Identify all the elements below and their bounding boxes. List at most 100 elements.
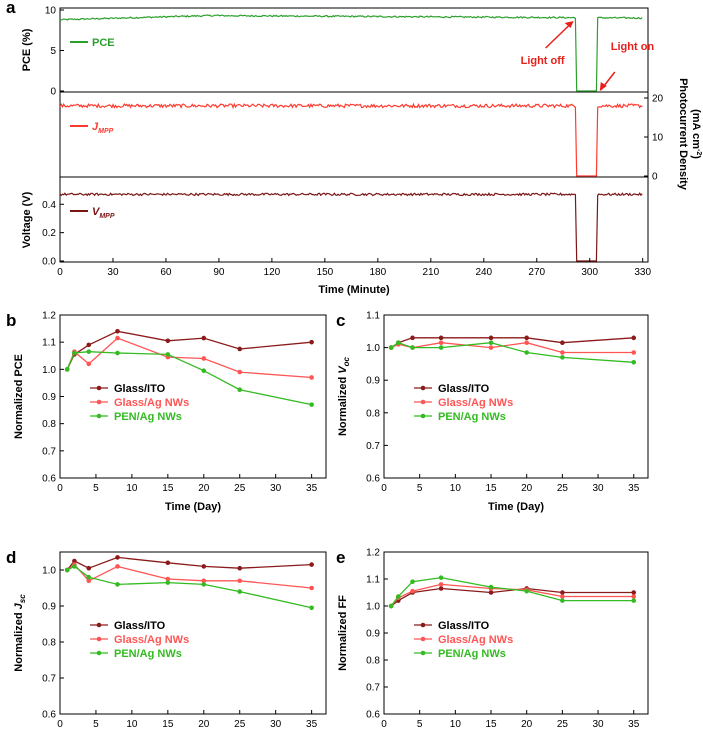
data-point-glass-ag-nws <box>410 588 415 594</box>
data-point-pen-ag-nws <box>165 580 171 585</box>
data-point-pen-ag-nws <box>237 589 243 594</box>
data-point-glass-ito <box>72 558 77 564</box>
panel-e: 051015202530350.60.70.80.91.01.11.2Time … <box>336 548 649 729</box>
y-tick-label: 0.7 <box>42 446 56 457</box>
arrow-light-off <box>545 21 574 49</box>
y-tick-label: 10 <box>45 6 57 17</box>
data-point-glass-ag-nws <box>115 564 120 569</box>
x-tick-label: 25 <box>234 719 246 729</box>
x-tick-label: 30 <box>592 719 604 729</box>
annotation-light-on: Light on <box>611 41 655 53</box>
legend-j-mpp: JMPP <box>92 121 114 135</box>
y-tick-label: 1.1 <box>366 311 380 322</box>
legend-pce: PCE <box>92 37 115 49</box>
y-tick-label: 0.6 <box>366 710 380 721</box>
data-point-glass-ito <box>165 560 171 566</box>
data-point-glass-ito <box>115 329 120 334</box>
legend-label-pen-ag-nws: PEN/Ag NWs <box>438 648 506 660</box>
x-axis-label: Time (Day) <box>165 501 221 513</box>
x-axis-label: Time (Day) <box>488 501 544 513</box>
y-tick-label: 0.9 <box>42 602 56 613</box>
arrowhead-light-off <box>564 21 574 28</box>
y-tick-label: 1.1 <box>42 338 56 349</box>
x-tick-label: 35 <box>306 719 318 729</box>
data-point-pen-ag-nws <box>410 345 415 350</box>
y-tick-label: 1.0 <box>366 602 380 613</box>
data-point-pen-ag-nws <box>438 345 444 350</box>
legend-marker <box>96 399 102 405</box>
y-tick-label: 0.9 <box>366 376 380 387</box>
y-axis-label-photocurrent: Photocurrent Density <box>677 78 689 191</box>
legend-v-mpp: VMPP <box>92 206 115 220</box>
x-tick-label: 270 <box>528 267 545 278</box>
x-tick-label: 25 <box>557 719 569 729</box>
data-point-pen-ag-nws <box>388 345 394 350</box>
x-tick-label: 20 <box>198 719 210 729</box>
legend-marker <box>420 413 426 419</box>
panel-label-c: c <box>336 311 345 330</box>
panel-a-frame <box>59 7 649 263</box>
data-point-glass-ag-nws <box>237 369 243 375</box>
y-axis-label-photocurrent-unit: (mA cm-2) <box>690 109 702 159</box>
data-point-glass-ito <box>631 590 637 595</box>
data-point-glass-ag-nws <box>309 375 314 380</box>
data-point-pen-ag-nws <box>165 352 171 357</box>
data-point-glass-ito <box>560 340 565 346</box>
x-tick-label: 0 <box>57 719 63 729</box>
legend-marker <box>96 636 102 642</box>
legend-label-pen-ag-nws: PEN/Ag NWs <box>114 411 182 423</box>
y-axis-label: Normalized FF <box>337 595 349 671</box>
data-point-glass-ag-nws <box>86 578 92 584</box>
data-point-glass-ag-nws <box>237 578 243 584</box>
x-tick-label: 0 <box>57 483 63 494</box>
x-tick-label: 5 <box>417 719 423 729</box>
data-point-glass-ag-nws <box>488 345 494 350</box>
y-tick-label: 0.0 <box>42 257 56 268</box>
x-tick-label: 30 <box>592 483 604 494</box>
x-tick-label: 330 <box>634 267 651 278</box>
y-tick-label: 0.4 <box>42 200 56 211</box>
legend-label-glass-ag-nws: Glass/Ag NWs <box>438 634 513 646</box>
y-tick-label: 0.6 <box>42 474 56 485</box>
x-tick-label: 15 <box>485 483 497 494</box>
y-tick-label: 0 <box>50 87 56 98</box>
x-tick-label: 20 <box>521 719 533 729</box>
data-point-glass-ag-nws <box>309 585 314 591</box>
legend-marker <box>420 622 426 628</box>
legend-marker <box>96 413 102 419</box>
x-tick-label: 35 <box>628 719 640 729</box>
legend-label-glass-ag-nws: Glass/Ag NWs <box>114 634 189 646</box>
panel-label-e: e <box>336 548 345 567</box>
data-point-pen-ag-nws <box>438 575 444 580</box>
x-axis-label: Time (Minute) <box>318 284 390 296</box>
panel-c: 0 5 10 15 20 25 30 35 0.6 0.7 0.8 0.9 1.0 1.1 Time (Da… <box>336 311 649 513</box>
data-point-glass-ito <box>237 565 243 571</box>
legend-marker <box>420 399 426 405</box>
arrowhead-light-on <box>599 82 607 91</box>
series-line-glass-ito <box>390 587 634 607</box>
data-point-pen-ag-nws <box>560 355 565 360</box>
y-tick-label: 1.1 <box>366 575 380 586</box>
data-point-glass-ag-nws <box>201 356 207 361</box>
data-point-pen-ag-nws <box>237 387 243 393</box>
y-tick-label-right: 10 <box>652 133 664 144</box>
data-point-pen-ag-nws <box>410 579 415 584</box>
plot-frame <box>59 551 327 715</box>
legend-label-glass-ag-nws: Glass/Ag NWs <box>114 397 189 409</box>
x-tick-label: 5 <box>417 483 423 494</box>
y-tick-label: 0.6 <box>366 474 380 485</box>
data-point-glass-ito <box>410 335 415 341</box>
data-point-glass-ag-nws <box>115 335 120 341</box>
data-point-pen-ag-nws <box>86 574 92 580</box>
x-tick-label: 10 <box>126 719 138 729</box>
data-point-pen-ag-nws <box>631 359 637 365</box>
data-point-pen-ag-nws <box>388 603 394 609</box>
data-point-pen-ag-nws <box>488 584 494 590</box>
data-point-glass-ito <box>86 342 92 348</box>
y-tick-label-right: 0 <box>652 172 658 183</box>
data-point-glass-ito <box>309 562 314 567</box>
data-point-glass-ito <box>309 339 314 345</box>
data-point-pen-ag-nws <box>72 350 77 356</box>
y-tick-label: 1.0 <box>366 343 380 354</box>
